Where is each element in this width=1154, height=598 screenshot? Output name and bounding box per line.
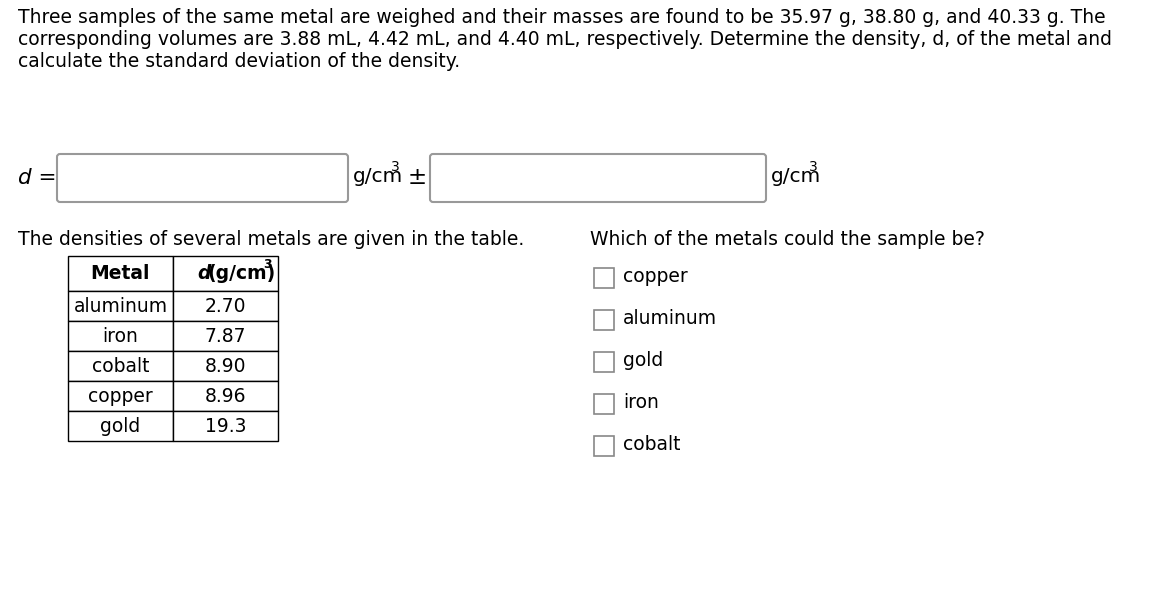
FancyBboxPatch shape [430, 154, 766, 202]
Text: iron: iron [623, 393, 659, 413]
Text: copper: copper [88, 386, 152, 405]
Text: gold: gold [623, 352, 664, 371]
Text: Metal: Metal [91, 264, 150, 283]
Text: cobalt: cobalt [92, 356, 149, 376]
Bar [173, 321, 278, 351]
Text: (g/cm): (g/cm) [208, 264, 276, 283]
Text: Three samples of the same metal are weighed and their masses are found to be 35.: Three samples of the same metal are weig… [18, 8, 1106, 27]
Text: corresponding volumes are 3.88 mL, 4.42 mL, and 4.40 mL, respectively. Determine: corresponding volumes are 3.88 mL, 4.42 … [18, 30, 1112, 49]
Text: gold: gold [100, 416, 141, 435]
FancyBboxPatch shape [594, 436, 614, 456]
FancyBboxPatch shape [594, 310, 614, 330]
Text: 2.70: 2.70 [204, 297, 246, 316]
Text: g/cm: g/cm [771, 167, 822, 187]
Text: cobalt: cobalt [623, 435, 681, 454]
Text: copper: copper [623, 267, 688, 286]
Text: The densities of several metals are given in the table.: The densities of several metals are give… [18, 230, 524, 249]
Bar [173, 351, 278, 381]
Bar [68, 321, 173, 351]
FancyBboxPatch shape [594, 352, 614, 372]
Text: 7.87: 7.87 [204, 327, 246, 346]
Text: 3: 3 [263, 258, 272, 271]
FancyBboxPatch shape [57, 154, 349, 202]
Text: 3: 3 [391, 160, 399, 174]
Text: d: d [197, 264, 211, 283]
Bar [68, 291, 173, 321]
Text: 8.90: 8.90 [204, 356, 246, 376]
FancyBboxPatch shape [594, 268, 614, 288]
Text: d =: d = [18, 168, 57, 188]
Bar [173, 256, 278, 291]
Text: 8.96: 8.96 [204, 386, 246, 405]
Text: g/cm: g/cm [353, 167, 403, 187]
Text: ±: ± [409, 166, 427, 190]
Text: 19.3: 19.3 [204, 416, 246, 435]
Text: aluminum: aluminum [74, 297, 167, 316]
Bar [68, 411, 173, 441]
Bar [173, 291, 278, 321]
Text: iron: iron [103, 327, 138, 346]
Text: calculate the standard deviation of the density.: calculate the standard deviation of the … [18, 52, 460, 71]
Text: aluminum: aluminum [623, 310, 717, 328]
Bar [173, 411, 278, 441]
Bar [68, 351, 173, 381]
Bar [68, 381, 173, 411]
FancyBboxPatch shape [594, 394, 614, 414]
Text: 3: 3 [809, 160, 818, 174]
Bar [173, 381, 278, 411]
Text: Which of the metals could the sample be?: Which of the metals could the sample be? [590, 230, 984, 249]
Bar [68, 256, 173, 291]
